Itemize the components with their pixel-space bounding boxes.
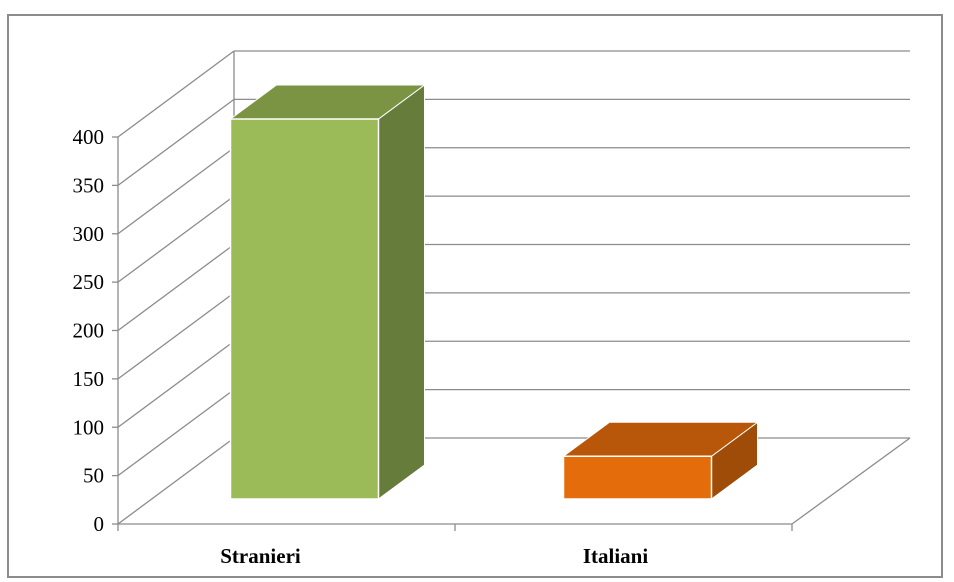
y-tick-label-400: 400 [73, 125, 105, 149]
gridline-side-300 [117, 147, 235, 235]
y-tick-label-150: 150 [73, 367, 105, 391]
gridline-side-100 [117, 340, 235, 428]
y-tick-label-0: 0 [94, 512, 105, 536]
gridline-side-0 [117, 437, 235, 525]
x-tick-label-italiani: Italiani [583, 544, 649, 568]
y-tick-label-250: 250 [73, 270, 105, 294]
y-tick-label-100: 100 [73, 415, 105, 439]
y-tick-label-300: 300 [73, 222, 105, 246]
gridline-side-250 [117, 195, 235, 283]
gridline-side-150 [117, 292, 235, 380]
x-tick-label-stranieri: Stranieri [220, 544, 301, 568]
gridline-side-200 [117, 243, 235, 332]
bar-stranieri [229, 118, 380, 500]
gridline-side-350 [117, 98, 235, 186]
bar-side-stranieri [378, 84, 425, 500]
y-tick-label-200: 200 [73, 319, 105, 343]
gridline-side-400 [117, 50, 235, 138]
gridline-side-50 [117, 389, 235, 477]
chart-frame [7, 14, 943, 578]
bar-italiani [562, 455, 713, 500]
y-tick-label-50: 50 [83, 464, 104, 488]
y-tick-label-350: 350 [73, 173, 105, 197]
floor-right-edge [791, 437, 911, 525]
